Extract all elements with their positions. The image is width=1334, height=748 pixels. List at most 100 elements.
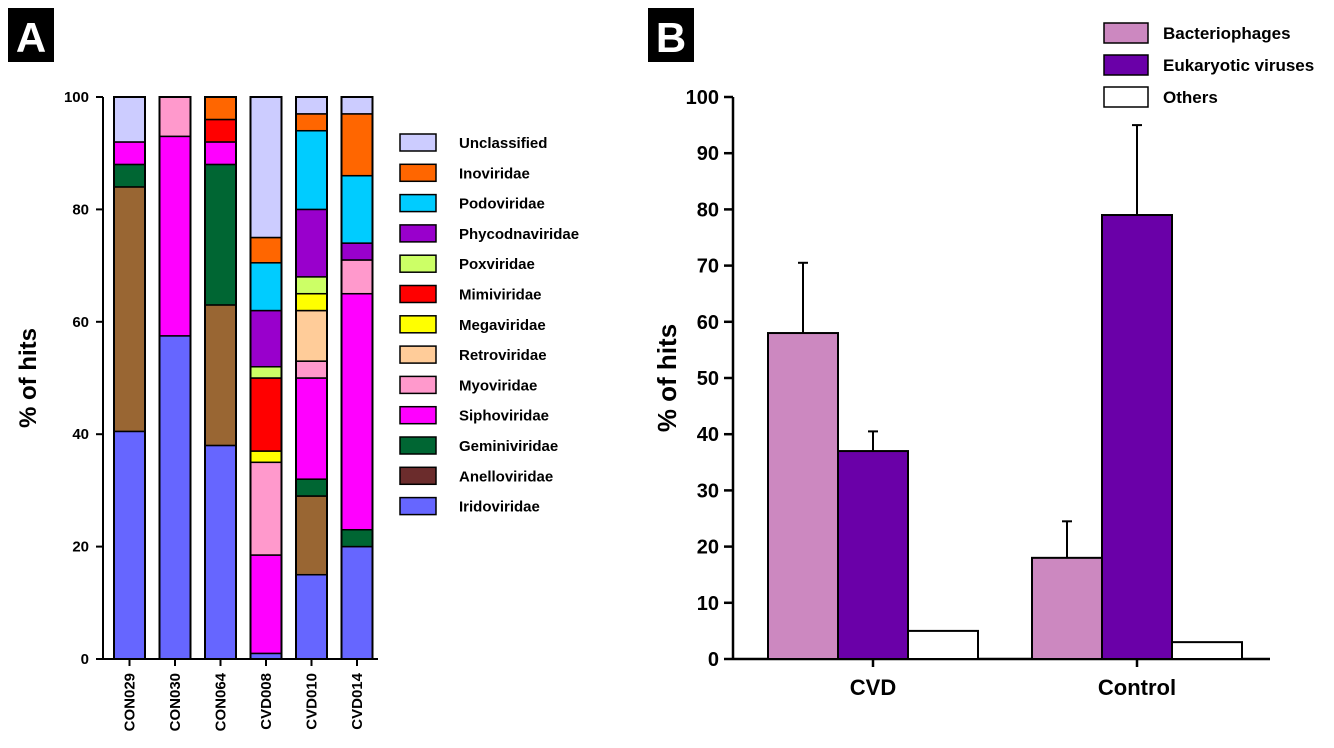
panel-a-bar-segment	[295, 276, 328, 295]
panel-b-legend-swatch	[1103, 54, 1149, 76]
panel-b-y-tick-label: 20	[697, 537, 719, 559]
panel-a-bar-segment	[204, 444, 237, 660]
panel-a-bar-segment	[158, 135, 192, 337]
panel-a-bar-segment	[295, 96, 328, 115]
panel-a-bar-segment	[113, 186, 146, 433]
panel-b-chart: 0 10 20 30 40 50 60 70 80 90 100 % of hits CVD Contro…	[652, 22, 1314, 700]
panel-b-label-box	[648, 8, 694, 62]
panel-b-y-tick-label: 80	[697, 199, 719, 221]
panel-a-legend-swatch	[399, 254, 437, 273]
panel-a-bar-segment	[340, 113, 374, 177]
panel-b-bar	[1171, 641, 1243, 661]
panel-a-bar-segment	[204, 96, 237, 121]
panel-a-bar-segment	[340, 174, 374, 244]
panel-a-legend-label: Siphoviridae	[459, 408, 549, 425]
panel-a-y-tick-label: 20	[72, 539, 89, 556]
panel-b-y-axis-title: % of hits	[652, 324, 682, 432]
panel-b-bar	[767, 332, 839, 660]
panel-a-bar-segment	[249, 461, 283, 556]
panel-b-legend-label: Bacteriophages	[1163, 24, 1291, 43]
panel-a-bar-segment	[113, 96, 146, 143]
panel-a-bar-segment	[340, 242, 374, 261]
panel-b-legend-swatch	[1103, 22, 1149, 44]
panel-b-y-tick-label: 30	[697, 480, 719, 502]
panel-a-legend-label: Retroviridae	[459, 347, 547, 364]
panel-a-y-tick-label: 60	[72, 314, 89, 331]
panel-b-y-tick-label: 40	[697, 424, 719, 446]
panel-a-bar-segment	[158, 96, 192, 138]
panel-b-y-tick-label: 60	[697, 312, 719, 334]
panel-a-bar-segment	[204, 141, 237, 166]
panel-a-legend-label: Megaviridae	[459, 317, 546, 334]
panel-a-bar-segment	[295, 129, 328, 211]
panel-a-y-tick-label: 40	[72, 426, 89, 443]
panel-a-bar-segment	[158, 335, 192, 660]
panel-a-bar-segment	[295, 309, 328, 362]
panel-a-bar-segment	[249, 366, 283, 379]
panel-a-bar-segment	[249, 96, 283, 239]
panel-a-bar-segment	[295, 478, 328, 497]
panel-a-bar-segment	[249, 554, 283, 655]
panel-a-bar-segment	[340, 96, 374, 115]
panel-a-bar-segment	[295, 360, 328, 379]
panel-a-legend-swatch	[399, 315, 437, 334]
panel-a-bar-segment	[113, 163, 146, 188]
panel-a-legend-swatch	[399, 193, 437, 213]
panel-a-bar-segment	[204, 304, 237, 447]
panel-a-legend-swatch	[399, 224, 437, 243]
panel-a-y-tick-label: 80	[72, 201, 89, 218]
panel-a-legend-label: Inoviridae	[459, 165, 530, 182]
panel-a-x-tick-label: CVD014	[349, 672, 366, 729]
panel-a-legend-label: Mimiviridae	[459, 287, 542, 304]
panel-a-legend-swatch	[399, 284, 437, 304]
panel-b-legend-label: Others	[1163, 88, 1218, 107]
panel-b-legend-swatch	[1103, 86, 1149, 108]
panel-a-legend-label: Phycodnaviridae	[459, 226, 579, 243]
panel-a-legend-label: Poxviridae	[459, 256, 535, 273]
panel-a-legend-label: Podoviridae	[459, 196, 545, 213]
panel-a-x-tick-label: CVD010	[304, 673, 321, 730]
panel-a-y-axis-title: % of hits	[15, 328, 42, 428]
panel-a-legend-swatch	[399, 133, 437, 152]
panel-a-bar-segment	[249, 236, 283, 264]
panel-a-label-box	[8, 8, 54, 62]
panel-a-legend-swatch	[399, 436, 437, 455]
panel-a-bar-segment	[295, 495, 328, 576]
panel-a-legend-swatch	[399, 163, 437, 183]
panel-b-y-tick-label: 0	[708, 649, 719, 671]
panel-a-bar-segment	[249, 450, 283, 464]
panel-b-x-tick-label: Control	[1098, 675, 1176, 700]
panel-a-legend-label: Myoviridae	[459, 377, 537, 394]
panel-a-bar-segment	[295, 208, 328, 278]
panel-a-bar-segment	[249, 309, 283, 368]
panel-a-bar-segment	[249, 377, 283, 452]
panel-a-bar-segment	[295, 377, 328, 480]
panel-a-chart: 0 20 40 60 80 100 % of hits CON029 CON030 CON064 C…	[15, 89, 579, 731]
panel-a-legend-swatch	[399, 375, 437, 395]
panel-a-legend-label: Iridoviridae	[459, 499, 540, 516]
panel-a-bar-segment	[340, 259, 374, 295]
panel-a-bar-segment	[204, 163, 237, 306]
panel-a-legend-swatch	[399, 405, 437, 425]
panel-b-x-tick-label: CVD	[850, 675, 896, 700]
panel-a-x-tick-label: CVD008	[258, 673, 275, 730]
panel-b-y-tick-label: 90	[697, 143, 719, 165]
panel-b-bar	[837, 450, 909, 660]
panel-a-bar-segment	[204, 118, 237, 143]
panel-a-bar-segment	[340, 292, 374, 531]
panel-a-bar-segment	[113, 141, 146, 166]
panel-a-legend-swatch	[399, 496, 437, 516]
panel-a-legend-swatch	[399, 466, 437, 486]
panel-a-legend-label: Geminiviridae	[459, 438, 558, 455]
panel-a-y-tick-label: 100	[64, 89, 89, 106]
panel-b-y-tick-label: 100	[686, 87, 719, 109]
panel-a-bar-segment	[295, 113, 328, 132]
panel-b-bar	[907, 629, 979, 661]
panel-a-x-tick-label: CON030	[167, 673, 184, 731]
panel-b-legend-label: Eukaryotic viruses	[1163, 56, 1314, 75]
panel-a-legend-label: Anelloviridae	[459, 468, 553, 485]
panel-b-y-tick-label: 70	[697, 256, 719, 278]
panel-a-bar-segment	[340, 528, 374, 548]
panel-a-legend-label: Unclassified	[459, 135, 547, 152]
